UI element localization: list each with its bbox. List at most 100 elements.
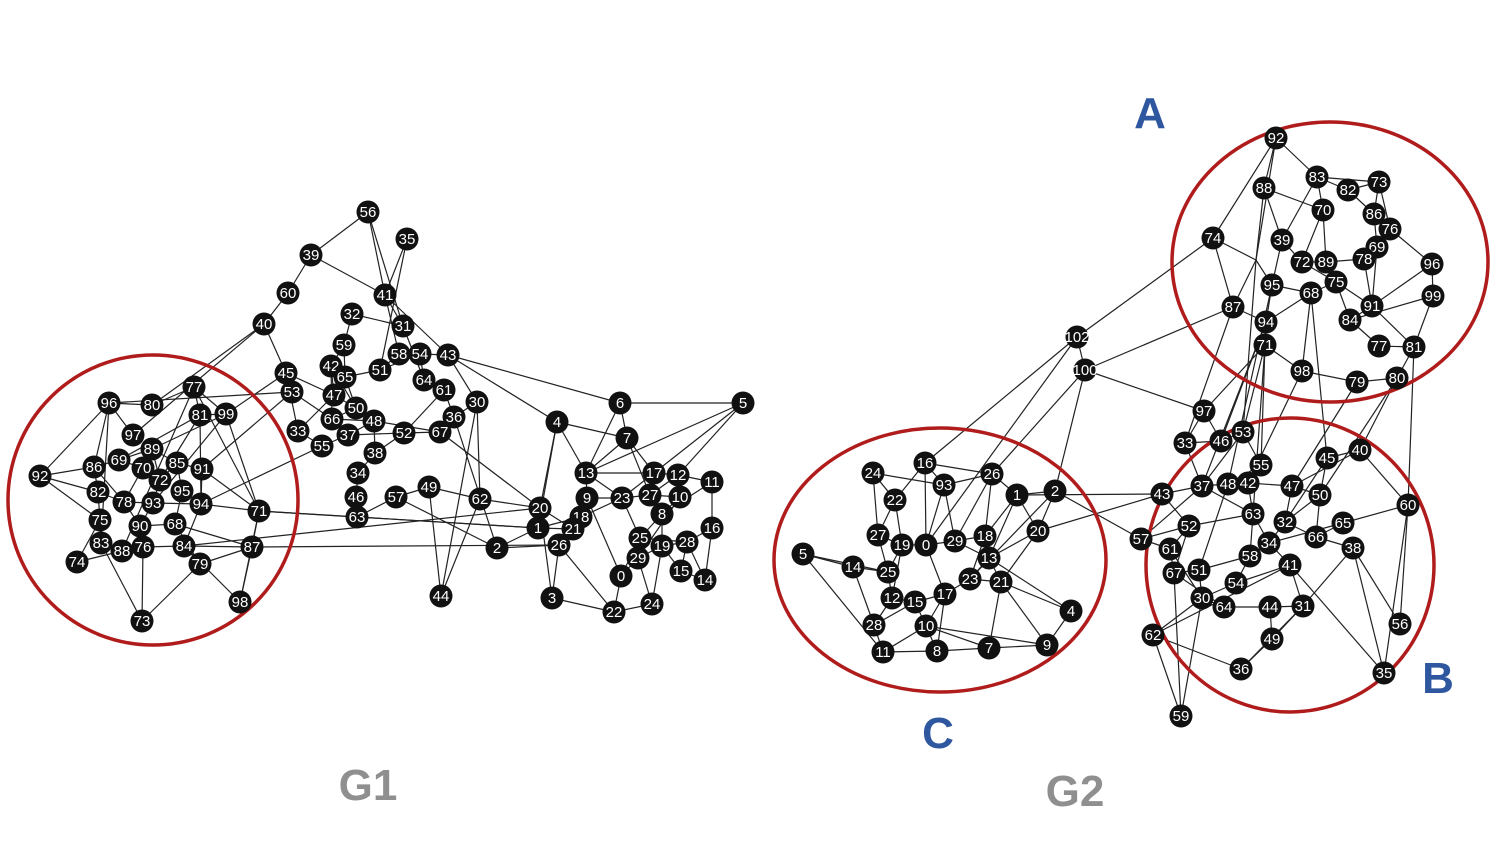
g1-node-circle-53 [280,380,304,404]
g1-node-circle-63 [345,505,369,529]
g2-edge-33-87 [1184,306,1234,444]
g1-node-circle-78 [112,490,136,514]
g1-node-circle-16 [700,516,724,540]
g1-node-label-34: 34 [350,465,367,482]
g1-node-52: 52 [392,421,416,445]
g1-node-93: 93 [141,491,165,515]
g1-node-circle-26 [547,533,571,557]
g2-node-circle-48 [1216,472,1240,496]
g1-node-label-42: 42 [323,358,340,375]
g2-node-34: 34 [1257,531,1281,555]
g1-node-76: 76 [131,535,155,559]
g2-node-label-98: 98 [1294,363,1311,380]
g1-node-5: 5 [731,391,755,415]
g1-node-label-5: 5 [739,395,747,412]
g1-edge-43-4 [447,354,558,423]
g1-node-45: 45 [274,361,298,385]
g2-node-label-71: 71 [1257,337,1274,354]
g2-node-label-82: 82 [1340,182,1357,199]
g2-edge-71-53 [1242,344,1266,433]
g2-node-52: 52 [1177,514,1201,538]
g2-node-label-13: 13 [981,550,998,567]
g2-edge-83-39 [1281,176,1318,241]
g1-node-circle-33 [286,419,310,443]
g1-node-label-45: 45 [278,365,295,382]
g1-node-label-82: 82 [90,484,107,501]
g1-node-label-3: 3 [548,590,556,607]
g2-edge-56-60 [1399,504,1409,625]
g1-node-73: 73 [130,609,154,633]
g1-edge-63-1 [356,516,539,529]
g2-node-label-20: 20 [1030,523,1047,540]
g2-node-circle-41 [1278,553,1302,577]
g2-node-67: 67 [1162,561,1186,585]
g2-node-label-73: 73 [1371,174,1388,191]
g2-node-circle-59 [1169,704,1193,728]
g1-node-label-94: 94 [193,496,210,513]
g1-node-circle-12 [666,463,690,487]
g1-node-66: 66 [320,407,344,431]
g1-node-label-29: 29 [630,550,647,567]
g2-node-label-80: 80 [1389,370,1406,387]
g1-node-44: 44 [429,584,453,608]
g2-node-circle-80 [1385,366,1409,390]
g2-node-33: 33 [1173,431,1197,455]
g2-node-circle-52 [1177,514,1201,538]
g2-node-circle-56 [1388,612,1412,636]
g2-node-circle-91 [1360,294,1384,318]
g2-node-label-22: 22 [887,492,904,509]
g2-node-label-87: 87 [1225,299,1242,316]
g2-node-label-76: 76 [1382,221,1399,238]
g2-node-label-50: 50 [1312,487,1329,504]
g2-node-44: 44 [1258,595,1282,619]
g1-node-circle-80 [140,393,164,417]
g2-node-circle-19 [890,533,914,557]
g2-node-label-23: 23 [962,571,979,588]
g2-node-circle-47 [1280,474,1304,498]
g1-node-label-63: 63 [349,509,366,526]
g2-node-circle-29 [943,529,967,553]
g2-edge-59-67 [1173,572,1182,717]
g2-node-87: 87 [1221,295,1245,319]
g1-node-69: 69 [107,448,131,472]
g1-node-label-44: 44 [433,588,450,605]
g1-node-label-13: 13 [578,465,595,482]
g1-node-label-91: 91 [194,461,211,478]
g2-node-label-64: 64 [1216,599,1233,616]
g2-node-circle-30 [1190,586,1214,610]
g2-node-4: 4 [1059,599,1083,623]
g1-node-circle-13 [574,461,598,485]
g2-node-label-78: 78 [1356,251,1373,268]
g2-node-label-99: 99 [1425,288,1442,305]
g1-node-circle-47 [322,383,346,407]
g1-node-label-71: 71 [251,503,268,520]
g2-edge-102-74 [1076,237,1214,338]
g1-node-circle-35 [395,227,419,251]
g2-node-32: 32 [1273,510,1297,534]
g2-node-label-5: 5 [799,546,807,563]
g1-node-22: 22 [602,600,626,624]
g1-node-40: 40 [252,312,276,336]
g1-edge-62-44 [440,498,481,597]
g1-node-23: 23 [610,486,634,510]
g2-node-25: 25 [876,560,900,584]
g2-node-57: 57 [1129,527,1153,551]
g1-node-circle-45 [274,361,298,385]
g1-edge-6-13 [585,402,621,474]
g2-edge-40-60 [1359,449,1409,506]
g1-edge-30-44 [440,401,478,597]
g1-node-circle-17 [642,461,666,485]
g2-node-label-81: 81 [1406,339,1423,356]
g1-node-label-52: 52 [396,425,413,442]
g1-node-circle-67 [428,420,452,444]
g2-edge-2-100 [1054,369,1086,492]
g2-node-82: 82 [1336,178,1360,202]
g1-node-circle-1 [526,516,550,540]
g1-node-circle-8 [650,502,674,526]
g1-node-label-31: 31 [395,318,412,335]
g1-node-34: 34 [346,461,370,485]
g2-node-circle-65 [1331,511,1355,535]
g1-node-label-74: 74 [69,554,86,571]
